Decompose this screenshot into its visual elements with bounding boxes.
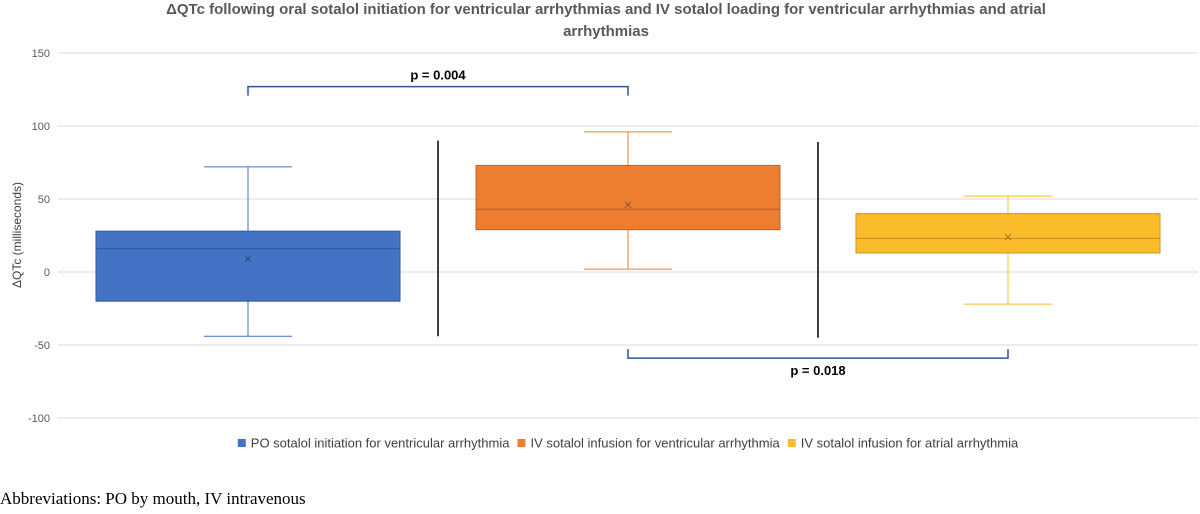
y-tick-label: 100 — [32, 121, 50, 133]
p-value-label: p = 0.018 — [790, 363, 845, 378]
y-tick-label: 150 — [32, 48, 50, 60]
legend-item: IV sotalol infusion for atrial arrhythmi… — [787, 436, 1019, 451]
iqr-box — [855, 213, 1161, 254]
legend-swatch — [787, 439, 796, 447]
chart-title-line-1: ΔQTc following oral sotalol initiation f… — [166, 1, 1046, 18]
mean-marker — [1004, 233, 1012, 241]
significance-bracket: p = 0.018 — [627, 349, 1009, 378]
bracket-line — [627, 349, 1009, 359]
mean-marker — [624, 201, 632, 209]
y-axis-title: ΔQTc (milliseconds) — [10, 182, 24, 288]
p-value-label: p = 0.004 — [410, 68, 466, 83]
legend-item: PO sotalol initiation for ventricular ar… — [237, 436, 510, 451]
y-tick-label: -50 — [34, 340, 50, 352]
separator-lines — [437, 140, 819, 338]
mean-marker — [244, 255, 252, 263]
legend-swatch — [517, 439, 526, 447]
legend: PO sotalol initiation for ventricular ar… — [237, 436, 1019, 451]
mean-marker-stroke — [624, 201, 632, 209]
legend-item: IV sotalol infusion for ventricular arrh… — [517, 436, 780, 451]
legend-label: IV sotalol infusion for ventricular arrh… — [530, 436, 780, 451]
significance-brackets: p = 0.004 p = 0.018 — [247, 68, 1009, 378]
box-plot-chart: ΔQTc following oral sotalol initiation f… — [10, 1, 1198, 451]
mean-marker-stroke — [1004, 233, 1012, 241]
y-axis-ticks: 150 100 50 0 -50 -100 — [28, 48, 50, 425]
y-tick-label: 50 — [38, 194, 50, 206]
box-plot-group — [95, 166, 401, 337]
legend-label: PO sotalol initiation for ventricular ar… — [251, 436, 510, 451]
abbreviations-footnote: Abbreviations: PO by mouth, IV intraveno… — [0, 489, 306, 508]
mean-marker-stroke — [244, 255, 252, 263]
iqr-box — [475, 164, 781, 231]
legend-swatch — [237, 439, 246, 447]
boxes — [95, 131, 1161, 337]
y-tick-label: -100 — [28, 413, 50, 425]
chart-title-line-2: arrhythmias — [563, 23, 649, 40]
bracket-line — [247, 85, 629, 96]
iqr-box — [95, 230, 401, 302]
significance-bracket: p = 0.004 — [247, 68, 629, 96]
box-plot-group — [475, 131, 781, 270]
y-tick-label: 0 — [44, 267, 50, 279]
legend-label: IV sotalol infusion for atrial arrhythmi… — [801, 436, 1019, 451]
box-plot-group — [855, 195, 1161, 305]
